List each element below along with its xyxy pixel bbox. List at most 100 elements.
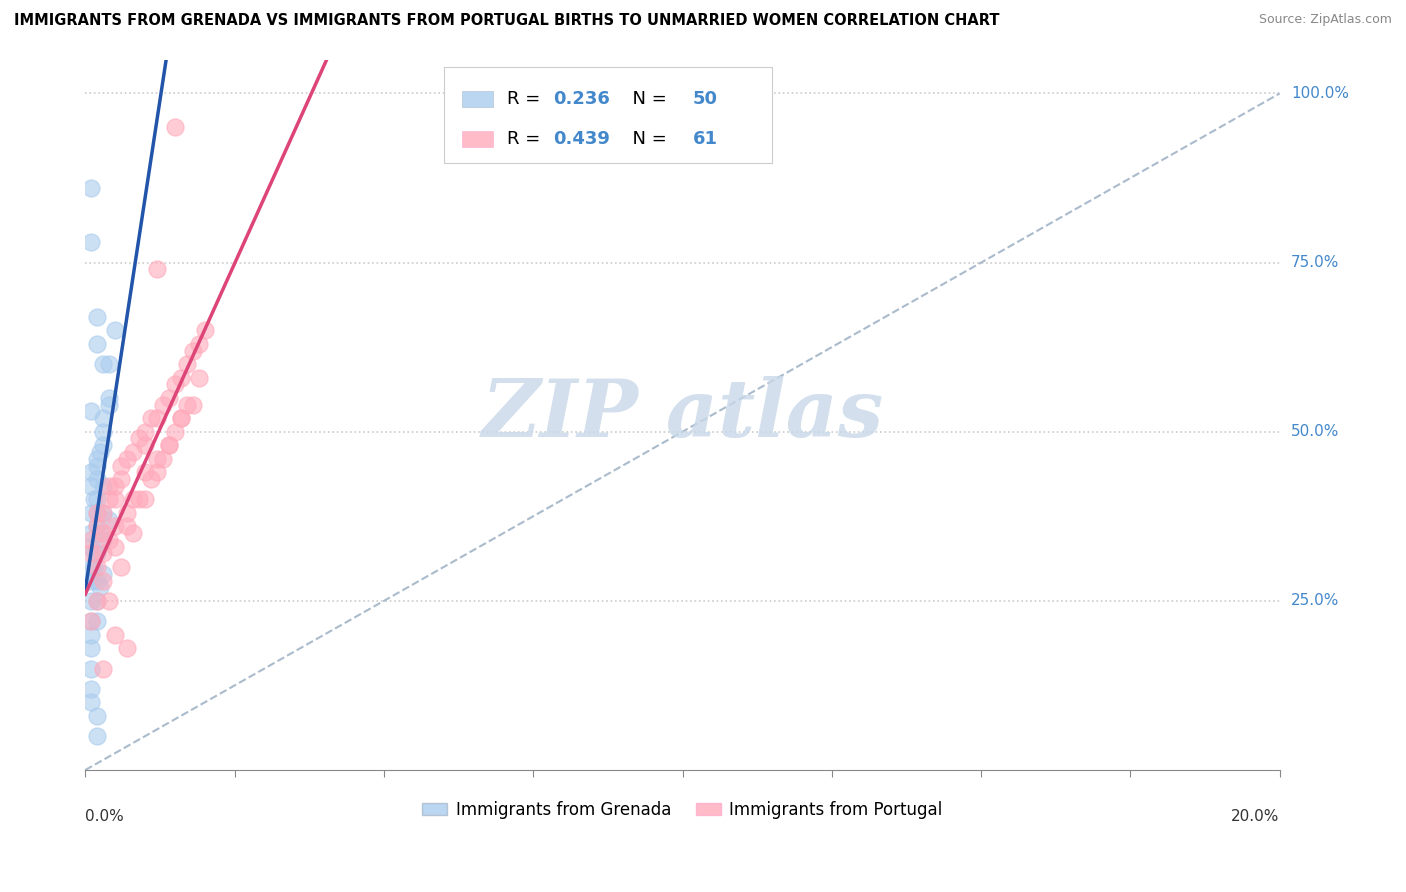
Point bbox=[152, 398, 174, 412]
Point bbox=[80, 526, 103, 541]
Point bbox=[104, 492, 127, 507]
Text: 75.0%: 75.0% bbox=[1291, 255, 1339, 270]
Point bbox=[80, 681, 103, 696]
Point bbox=[115, 519, 138, 533]
Point bbox=[146, 411, 169, 425]
Point bbox=[91, 661, 114, 675]
Point bbox=[89, 580, 111, 594]
Point bbox=[86, 492, 108, 507]
Point bbox=[80, 695, 103, 709]
Text: IMMIGRANTS FROM GRENADA VS IMMIGRANTS FROM PORTUGAL BIRTHS TO UNMARRIED WOMEN CO: IMMIGRANTS FROM GRENADA VS IMMIGRANTS FR… bbox=[14, 13, 1000, 29]
Point bbox=[134, 438, 156, 452]
Point bbox=[80, 574, 103, 588]
Point bbox=[157, 391, 180, 405]
Point bbox=[110, 560, 132, 574]
Point bbox=[80, 614, 103, 628]
Point bbox=[139, 472, 162, 486]
Point bbox=[80, 594, 103, 608]
Point bbox=[80, 479, 103, 493]
Point bbox=[134, 492, 156, 507]
Point bbox=[86, 506, 108, 520]
Point bbox=[80, 628, 103, 642]
Text: Source: ZipAtlas.com: Source: ZipAtlas.com bbox=[1258, 13, 1392, 27]
Point bbox=[104, 519, 127, 533]
Point bbox=[91, 506, 114, 520]
Point bbox=[86, 458, 108, 473]
Point bbox=[80, 465, 103, 479]
Point bbox=[91, 425, 114, 439]
Text: 20.0%: 20.0% bbox=[1232, 809, 1279, 824]
Point bbox=[86, 547, 108, 561]
Point bbox=[80, 506, 103, 520]
Point bbox=[139, 411, 162, 425]
Text: 50: 50 bbox=[693, 90, 717, 108]
Text: 100.0%: 100.0% bbox=[1291, 86, 1348, 101]
Point bbox=[163, 120, 186, 135]
Text: 50.0%: 50.0% bbox=[1291, 425, 1339, 439]
Point bbox=[122, 526, 145, 541]
Point bbox=[83, 492, 105, 507]
Point bbox=[91, 438, 114, 452]
Point bbox=[176, 357, 198, 371]
Point bbox=[91, 526, 114, 541]
Point bbox=[91, 506, 114, 520]
Point bbox=[115, 506, 138, 520]
Point bbox=[89, 526, 111, 541]
Point bbox=[146, 465, 169, 479]
Point bbox=[98, 533, 121, 547]
Text: 0.236: 0.236 bbox=[553, 90, 610, 108]
Text: R =: R = bbox=[508, 90, 547, 108]
Bar bbox=[461, 131, 494, 147]
Point bbox=[83, 560, 105, 574]
Point bbox=[187, 370, 209, 384]
Point bbox=[98, 479, 121, 493]
Point bbox=[104, 323, 127, 337]
Point bbox=[98, 391, 121, 405]
Point bbox=[157, 438, 180, 452]
Point bbox=[104, 628, 127, 642]
Point bbox=[115, 641, 138, 656]
FancyBboxPatch shape bbox=[444, 67, 772, 162]
Point bbox=[89, 445, 111, 459]
Point bbox=[128, 492, 150, 507]
Point bbox=[104, 479, 127, 493]
Point bbox=[134, 425, 156, 439]
Point bbox=[86, 519, 108, 533]
Point bbox=[98, 357, 121, 371]
Point bbox=[86, 709, 108, 723]
Point bbox=[91, 566, 114, 581]
Point bbox=[80, 614, 103, 628]
Point bbox=[146, 451, 169, 466]
Point bbox=[181, 398, 204, 412]
Point bbox=[122, 445, 145, 459]
Point bbox=[152, 451, 174, 466]
Point bbox=[98, 594, 121, 608]
Point bbox=[86, 574, 108, 588]
Point bbox=[86, 519, 108, 533]
Point bbox=[91, 533, 114, 547]
Text: N =: N = bbox=[621, 130, 672, 148]
Text: 0.0%: 0.0% bbox=[86, 809, 124, 824]
Point bbox=[86, 451, 108, 466]
Point bbox=[86, 594, 108, 608]
Point bbox=[110, 458, 132, 473]
Text: ZIP atlas: ZIP atlas bbox=[481, 376, 883, 453]
Point bbox=[194, 323, 217, 337]
Text: N =: N = bbox=[621, 90, 672, 108]
Point bbox=[163, 377, 186, 392]
Point bbox=[98, 492, 121, 507]
Point bbox=[80, 661, 103, 675]
Point bbox=[86, 310, 108, 324]
Point bbox=[98, 398, 121, 412]
Point bbox=[91, 479, 114, 493]
Point bbox=[86, 472, 108, 486]
Bar bbox=[461, 91, 494, 107]
Text: 0.439: 0.439 bbox=[553, 130, 610, 148]
Point bbox=[98, 513, 121, 527]
Point bbox=[157, 438, 180, 452]
Point bbox=[80, 404, 103, 418]
Point bbox=[176, 398, 198, 412]
Point bbox=[187, 336, 209, 351]
Point bbox=[91, 574, 114, 588]
Point bbox=[104, 540, 127, 554]
